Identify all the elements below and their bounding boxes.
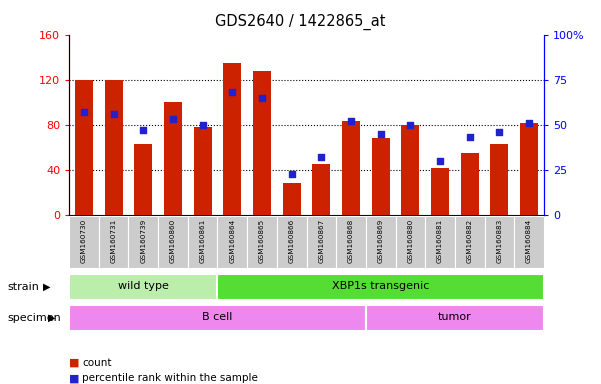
Bar [426,215,455,268]
Bar [75,80,93,215]
Text: specimen: specimen [7,313,61,323]
Text: GSM160867: GSM160867 [319,219,325,263]
Text: GSM160882: GSM160882 [467,219,473,263]
Bar [69,274,218,300]
Text: GSM160860: GSM160860 [170,219,176,263]
Text: count: count [82,358,112,368]
Bar [461,153,478,215]
Bar [342,121,360,215]
Point [228,89,237,95]
Bar [307,215,336,268]
Bar [490,144,508,215]
Text: GSM160868: GSM160868 [348,219,354,263]
Point [287,170,296,177]
Bar [282,184,300,215]
Text: ▶: ▶ [43,282,50,292]
Text: GSM160883: GSM160883 [496,219,502,263]
Bar [366,215,395,268]
Point [317,154,326,161]
Bar [336,215,366,268]
Bar [194,127,212,215]
Text: tumor: tumor [438,312,472,322]
Text: GSM160880: GSM160880 [407,219,413,263]
Bar [431,168,449,215]
Bar [69,215,99,268]
Point [168,116,178,122]
Text: GSM160739: GSM160739 [140,219,146,263]
Bar [366,305,544,331]
Point [406,122,415,128]
Text: GSM160869: GSM160869 [377,219,383,263]
Bar [135,144,152,215]
Text: GSM160884: GSM160884 [526,219,532,263]
Text: GSM160861: GSM160861 [200,219,206,263]
Text: wild type: wild type [118,281,169,291]
Bar [218,274,544,300]
Text: strain: strain [7,282,39,292]
Bar [218,215,247,268]
Text: GSM160865: GSM160865 [259,219,265,263]
Text: B cell: B cell [203,312,233,322]
Text: percentile rank within the sample: percentile rank within the sample [82,373,258,383]
Bar [129,215,158,268]
Text: ■: ■ [69,358,79,368]
Text: ▶: ▶ [47,313,55,323]
Text: GSM160881: GSM160881 [437,219,443,263]
Bar [99,215,129,268]
Bar [277,215,307,268]
Bar [514,215,544,268]
Point [198,122,207,128]
Bar [69,305,366,331]
Point [495,129,504,135]
Bar [395,215,426,268]
Point [435,158,445,164]
Bar [158,215,188,268]
Bar [401,125,419,215]
Point [524,120,534,126]
Text: GSM160731: GSM160731 [111,219,117,263]
Point [79,109,89,115]
Bar [455,215,484,268]
Point [376,131,385,137]
Text: GSM160730: GSM160730 [81,219,87,263]
Bar [372,138,389,215]
Text: ■: ■ [69,373,79,383]
Bar [247,215,277,268]
Bar [313,164,331,215]
Point [109,111,118,117]
Bar [484,215,514,268]
Bar [188,215,218,268]
Bar [164,102,182,215]
Text: GSM160864: GSM160864 [230,219,236,263]
Bar [253,71,271,215]
Text: GDS2640 / 1422865_at: GDS2640 / 1422865_at [215,13,386,30]
Bar [224,63,241,215]
Point [257,95,267,101]
Text: GSM160866: GSM160866 [288,219,294,263]
Bar [105,80,123,215]
Bar [520,122,538,215]
Text: XBP1s transgenic: XBP1s transgenic [332,281,429,291]
Point [346,118,356,124]
Point [138,127,148,133]
Point [465,134,475,141]
